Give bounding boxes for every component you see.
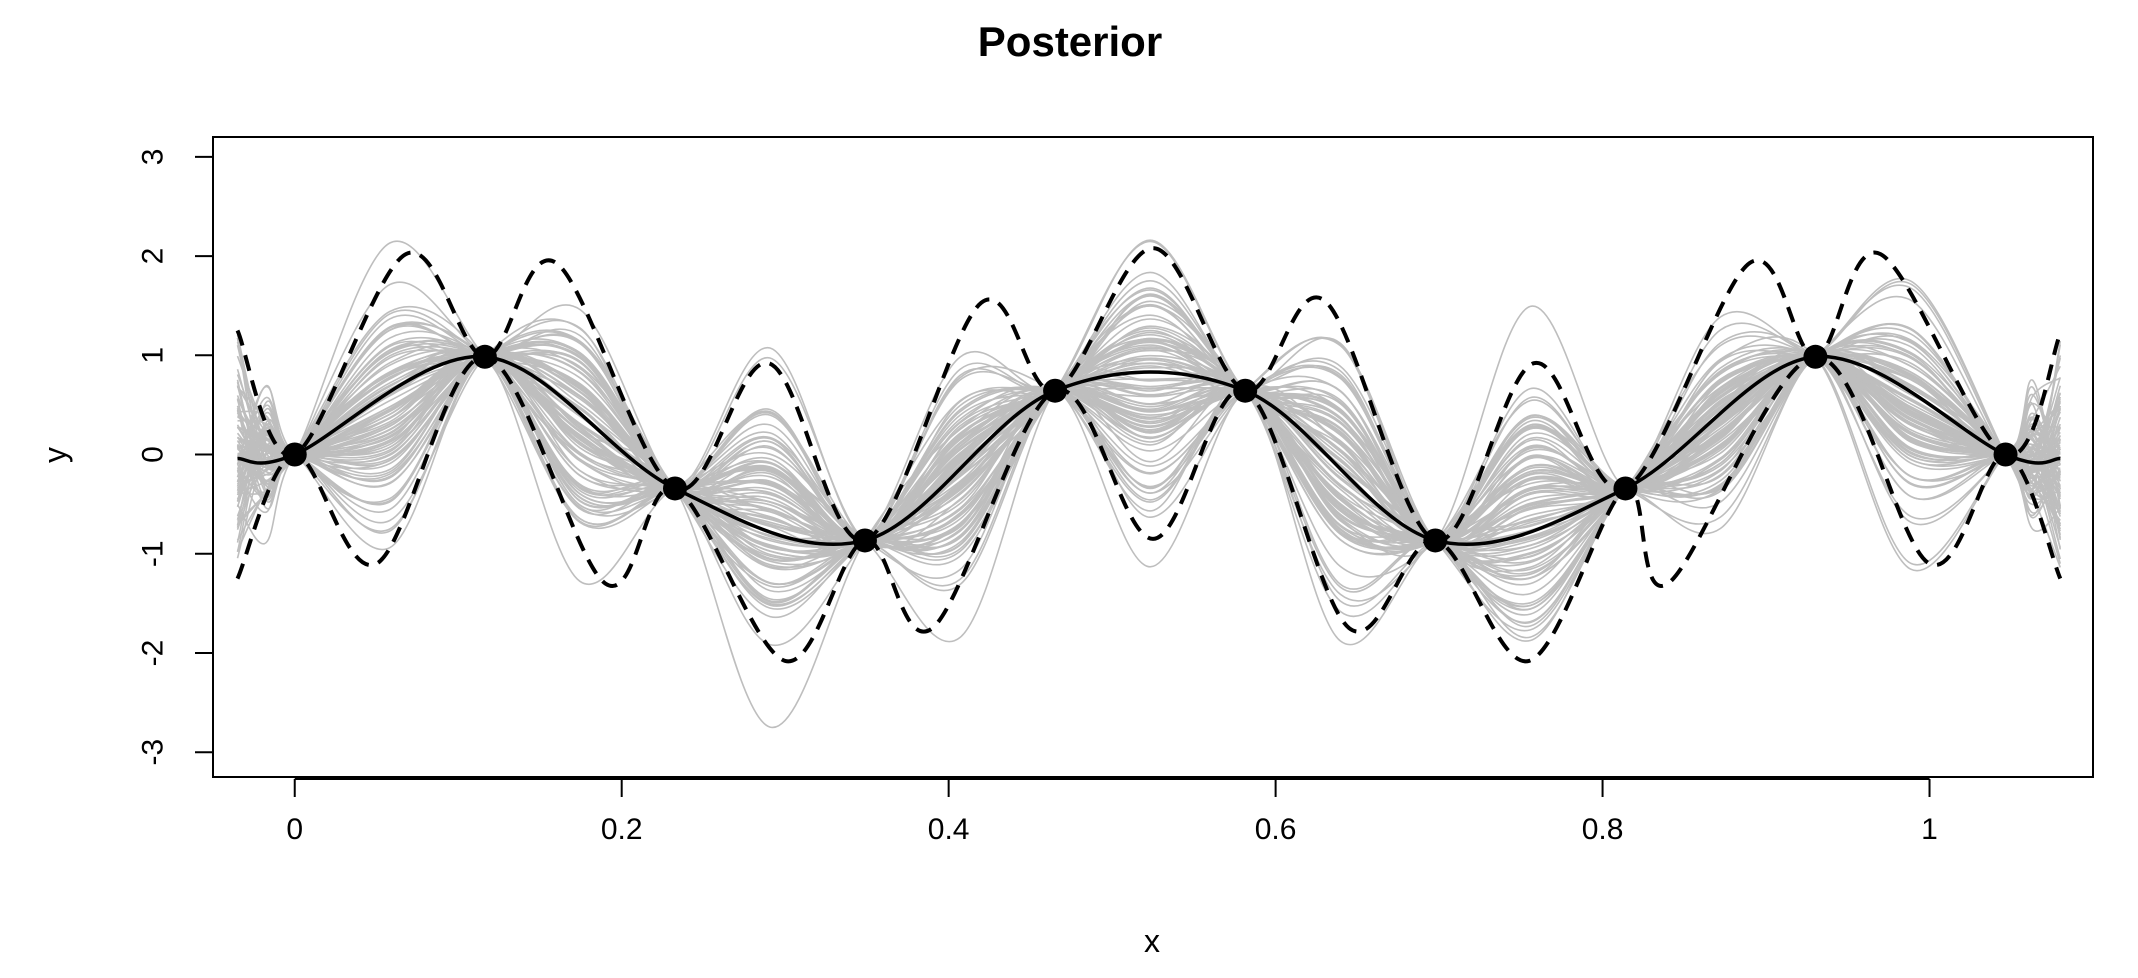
lower-band-line (235, 354, 2063, 663)
x-tick-label: 1 (1921, 813, 1938, 846)
observed-point (1993, 442, 2018, 467)
y-tick-label: 3 (137, 149, 170, 166)
y-tick-label: -1 (137, 540, 170, 567)
upper-band-line (235, 246, 2063, 543)
observed-point (472, 344, 497, 369)
x-tick-label: 0.4 (928, 813, 970, 846)
y-tick-label: 0 (137, 446, 170, 463)
observed-point (662, 476, 687, 501)
observed-point (282, 442, 307, 467)
chart-title: Posterior (978, 18, 1162, 65)
y-tick-label: -3 (137, 739, 170, 766)
x-axis-label: x (1144, 923, 1160, 959)
y-axis-label: y (37, 447, 73, 463)
y-tick-label: -2 (137, 640, 170, 667)
y-axis: -3 -2 -1 0 1 2 3 (137, 149, 214, 766)
credible-band (235, 246, 2063, 663)
x-tick-label: 0.2 (601, 813, 643, 846)
x-tick-label: 0.6 (1255, 813, 1297, 846)
observed-point (1613, 476, 1638, 501)
observed-point (1043, 378, 1068, 403)
x-tick-label: 0.8 (1582, 813, 1624, 846)
posterior-samples (236, 239, 2062, 728)
plot-frame (212, 136, 2094, 778)
y-tick-label: 2 (137, 248, 170, 265)
x-tick-label: 0 (286, 813, 303, 846)
observed-point (1803, 344, 1828, 369)
x-axis: 0 0.2 0.4 0.6 0.8 1 (286, 778, 1938, 846)
observed-point (1233, 378, 1258, 403)
observed-point (852, 528, 877, 553)
sample-curve (236, 287, 2061, 608)
observed-point (1423, 528, 1448, 553)
observed-points (282, 344, 2018, 553)
y-tick-label: 1 (137, 347, 170, 364)
